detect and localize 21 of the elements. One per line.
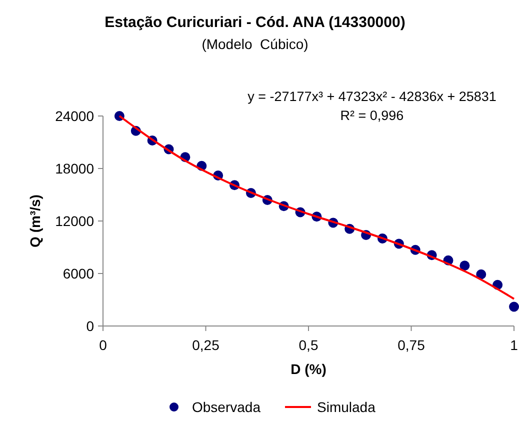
y-tick-label: 0 (86, 318, 94, 334)
x-tick-label: 0,75 (398, 337, 426, 353)
point (460, 260, 470, 271)
chart-subtitle: (Modelo Cúbico) (202, 36, 308, 52)
x-tick-label: 0,25 (192, 337, 220, 353)
x-tick-label: 0,5 (298, 337, 318, 353)
text: y = -27177x³ + 47323x² - 42836x + 25831 (248, 89, 496, 104)
chart-title: Estação Curicuriari - Cód. ANA (14330000) (104, 14, 406, 31)
x-axis-title: D (%) (290, 361, 326, 377)
annotation: R² = 0,996 (340, 108, 404, 123)
y-tick-label: 6000 (62, 266, 94, 282)
legend-label: Simulada (317, 399, 376, 415)
y-tick-label: 12000 (55, 213, 94, 229)
point (509, 302, 519, 312)
y-tick-label: 24000 (55, 108, 94, 124)
x-tick-label: 1 (510, 337, 518, 353)
point (476, 269, 486, 280)
y-tick-label: 18000 (55, 160, 94, 176)
y-axis-title: Q (m³/s) (27, 194, 43, 248)
legend-label: Observada (192, 399, 261, 415)
x-tick-label: 0 (99, 337, 108, 353)
